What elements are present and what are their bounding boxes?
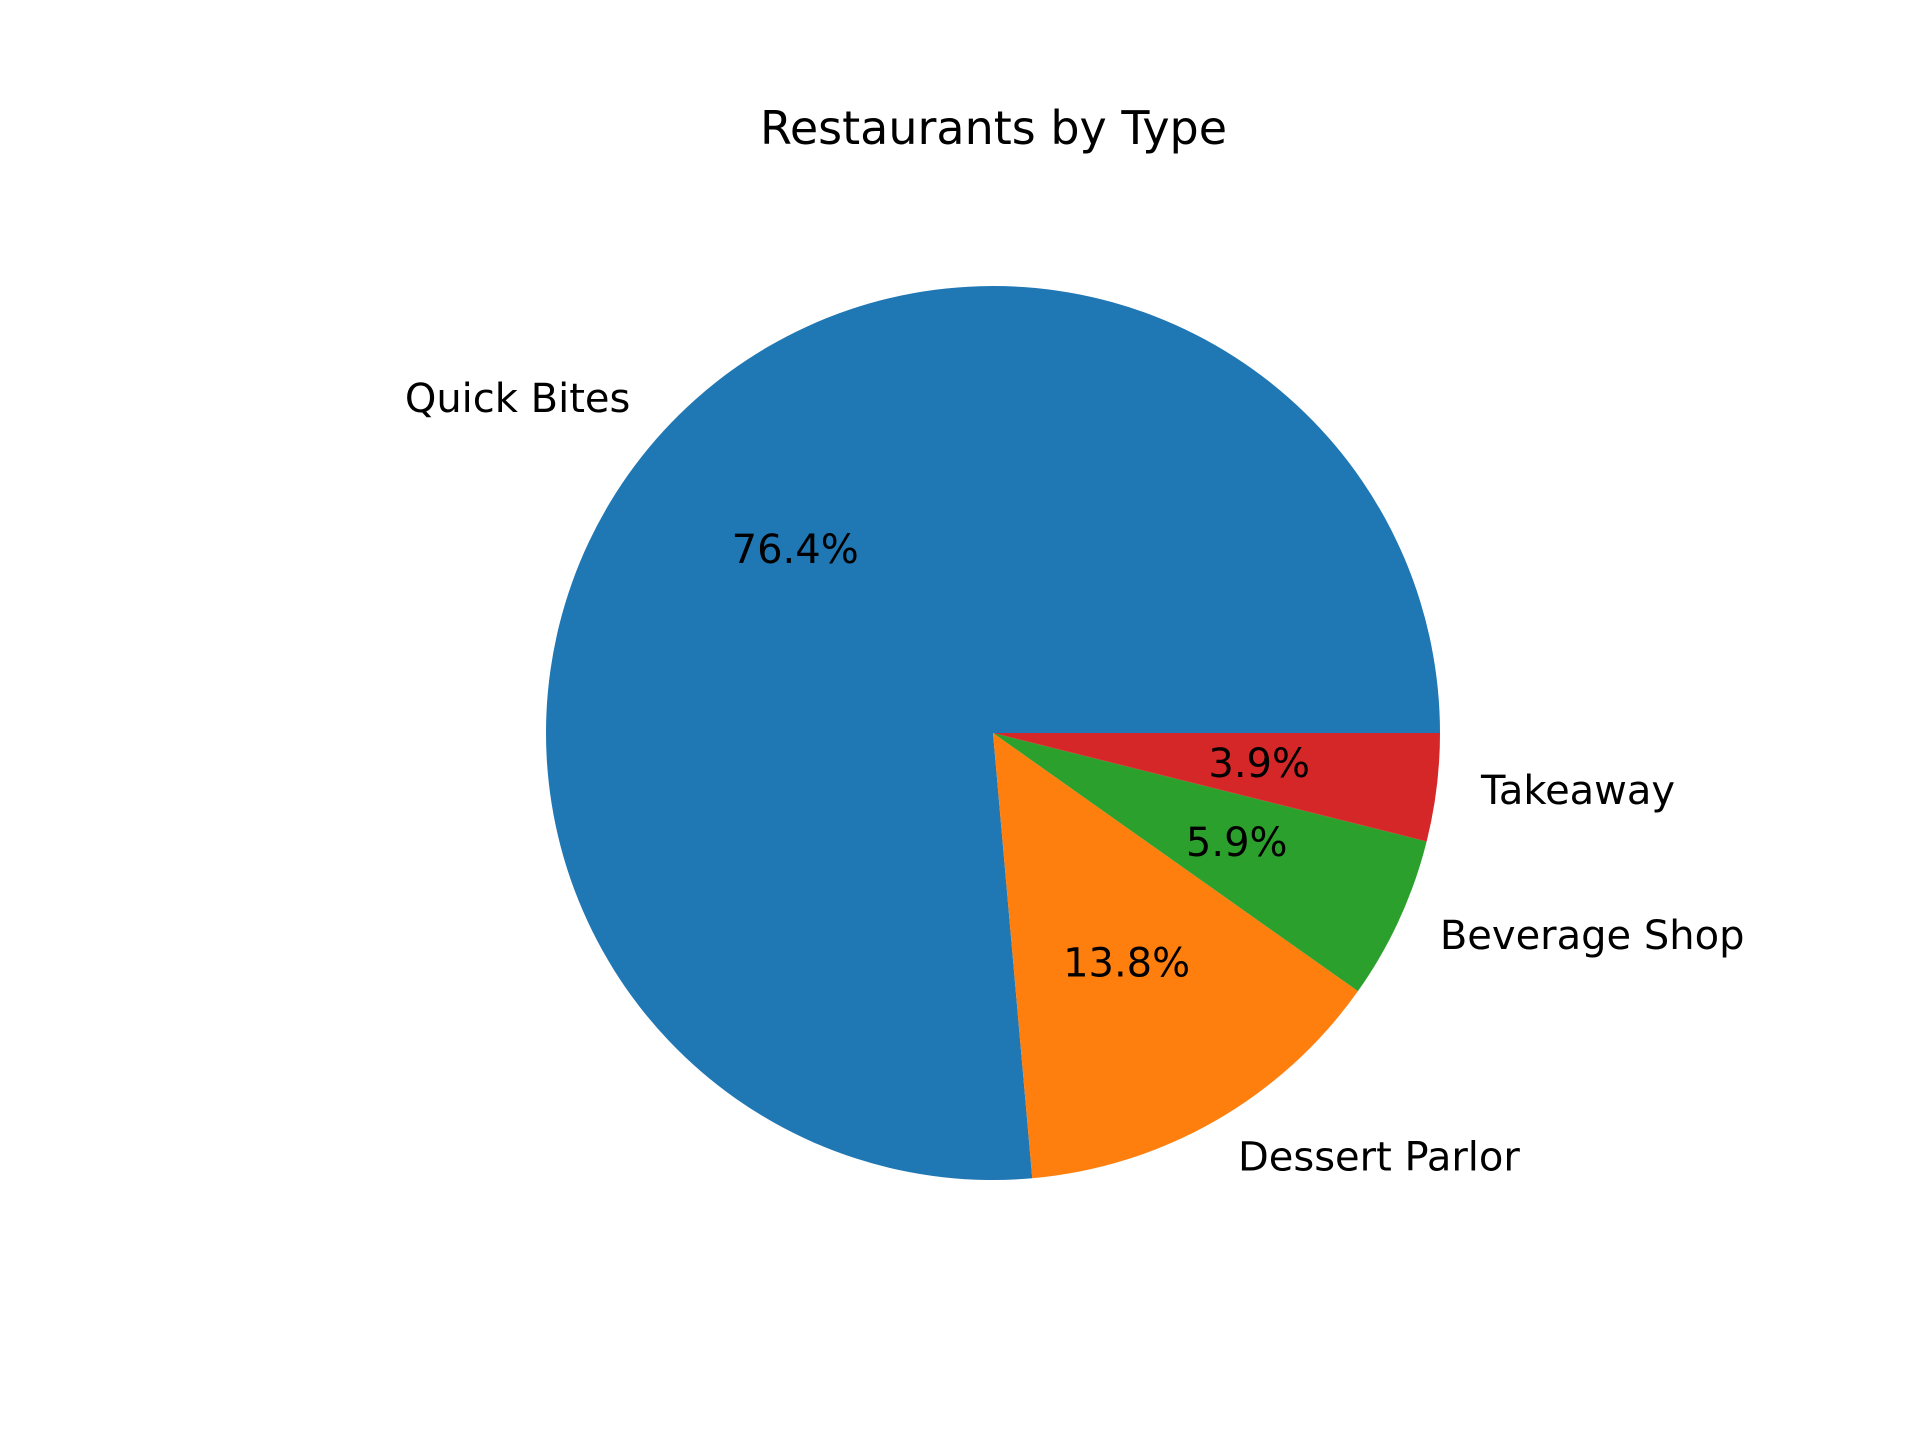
slice-label: Quick Bites bbox=[405, 376, 631, 422]
slice-percent-label: 3.9% bbox=[1208, 741, 1310, 787]
pie-slice-beverage-shop bbox=[993, 733, 1427, 992]
slice-percent-label: 5.9% bbox=[1186, 820, 1288, 866]
chart-title: Restaurants by Type bbox=[759, 101, 1228, 155]
slice-label: Takeaway bbox=[1480, 768, 1675, 814]
slice-label: Beverage Shop bbox=[1440, 913, 1745, 959]
pie-slice-quick-bites bbox=[545, 286, 1440, 1180]
slice-percent-label: 13.8% bbox=[1063, 941, 1190, 987]
slice-percent-label: 76.4% bbox=[732, 527, 859, 573]
pie-slice-dessert-parlor bbox=[993, 733, 1358, 1179]
pie-slice-takeaway bbox=[993, 733, 1440, 842]
slice-label: Dessert Parlor bbox=[1238, 1134, 1520, 1180]
